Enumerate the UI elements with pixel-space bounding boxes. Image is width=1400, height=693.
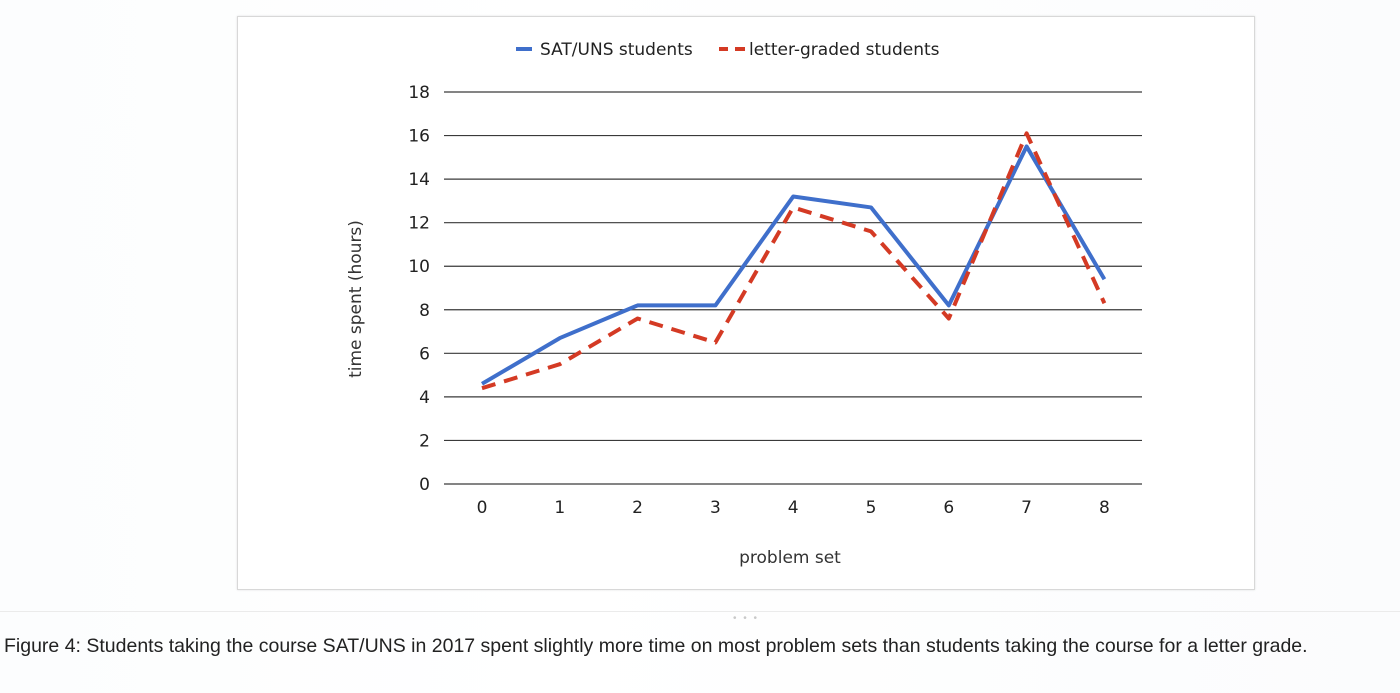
legend-item: SAT/UNS students: [516, 40, 693, 60]
y-tick-label: 12: [408, 214, 430, 234]
figure-caption: Figure 4: Students taking the course SAT…: [4, 635, 1308, 657]
gridlines: [444, 91, 1142, 485]
x-tick-label: 1: [554, 498, 565, 518]
y-tick-label: 6: [419, 344, 430, 364]
x-tick-label: 0: [477, 498, 488, 518]
resize-handle[interactable]: • • •: [732, 613, 760, 624]
y-tick-label: 18: [408, 83, 430, 103]
x-tick-label: 4: [788, 498, 799, 518]
x-tick-label: 8: [1099, 498, 1110, 518]
x-axis-title: problem set: [739, 548, 841, 568]
x-tick-label: 7: [1021, 498, 1032, 518]
x-tick-label: 2: [632, 498, 643, 518]
y-tick-label: 10: [408, 257, 430, 277]
series-lines: [480, 131, 1107, 391]
series-line-1: [480, 144, 1107, 386]
legend-label: letter-graded students: [749, 40, 940, 60]
series-line-2: [481, 131, 1107, 391]
legend: SAT/UNS students letter-graded students: [516, 40, 940, 60]
y-tick-label: 8: [419, 301, 430, 321]
y-tick-label: 14: [408, 170, 430, 190]
y-tick-label: 4: [419, 388, 430, 408]
y-axis-title: time spent (hours): [346, 220, 366, 378]
x-tick-label: 3: [710, 498, 721, 518]
legend-item: letter-graded students: [719, 40, 940, 60]
y-tick-label: 0: [419, 475, 430, 495]
x-axis-ticks: 0 1 2 3 4 5 6 7 8: [477, 498, 1110, 518]
y-axis-ticks: 0 2 4 6 8 10 12 14 16 18: [408, 83, 430, 495]
x-tick-label: 5: [866, 498, 877, 518]
legend-label: SAT/UNS students: [540, 40, 693, 60]
y-tick-label: 16: [408, 127, 430, 147]
y-tick-label: 2: [419, 431, 430, 451]
figure-divider: [0, 611, 1400, 612]
x-tick-label: 6: [943, 498, 954, 518]
